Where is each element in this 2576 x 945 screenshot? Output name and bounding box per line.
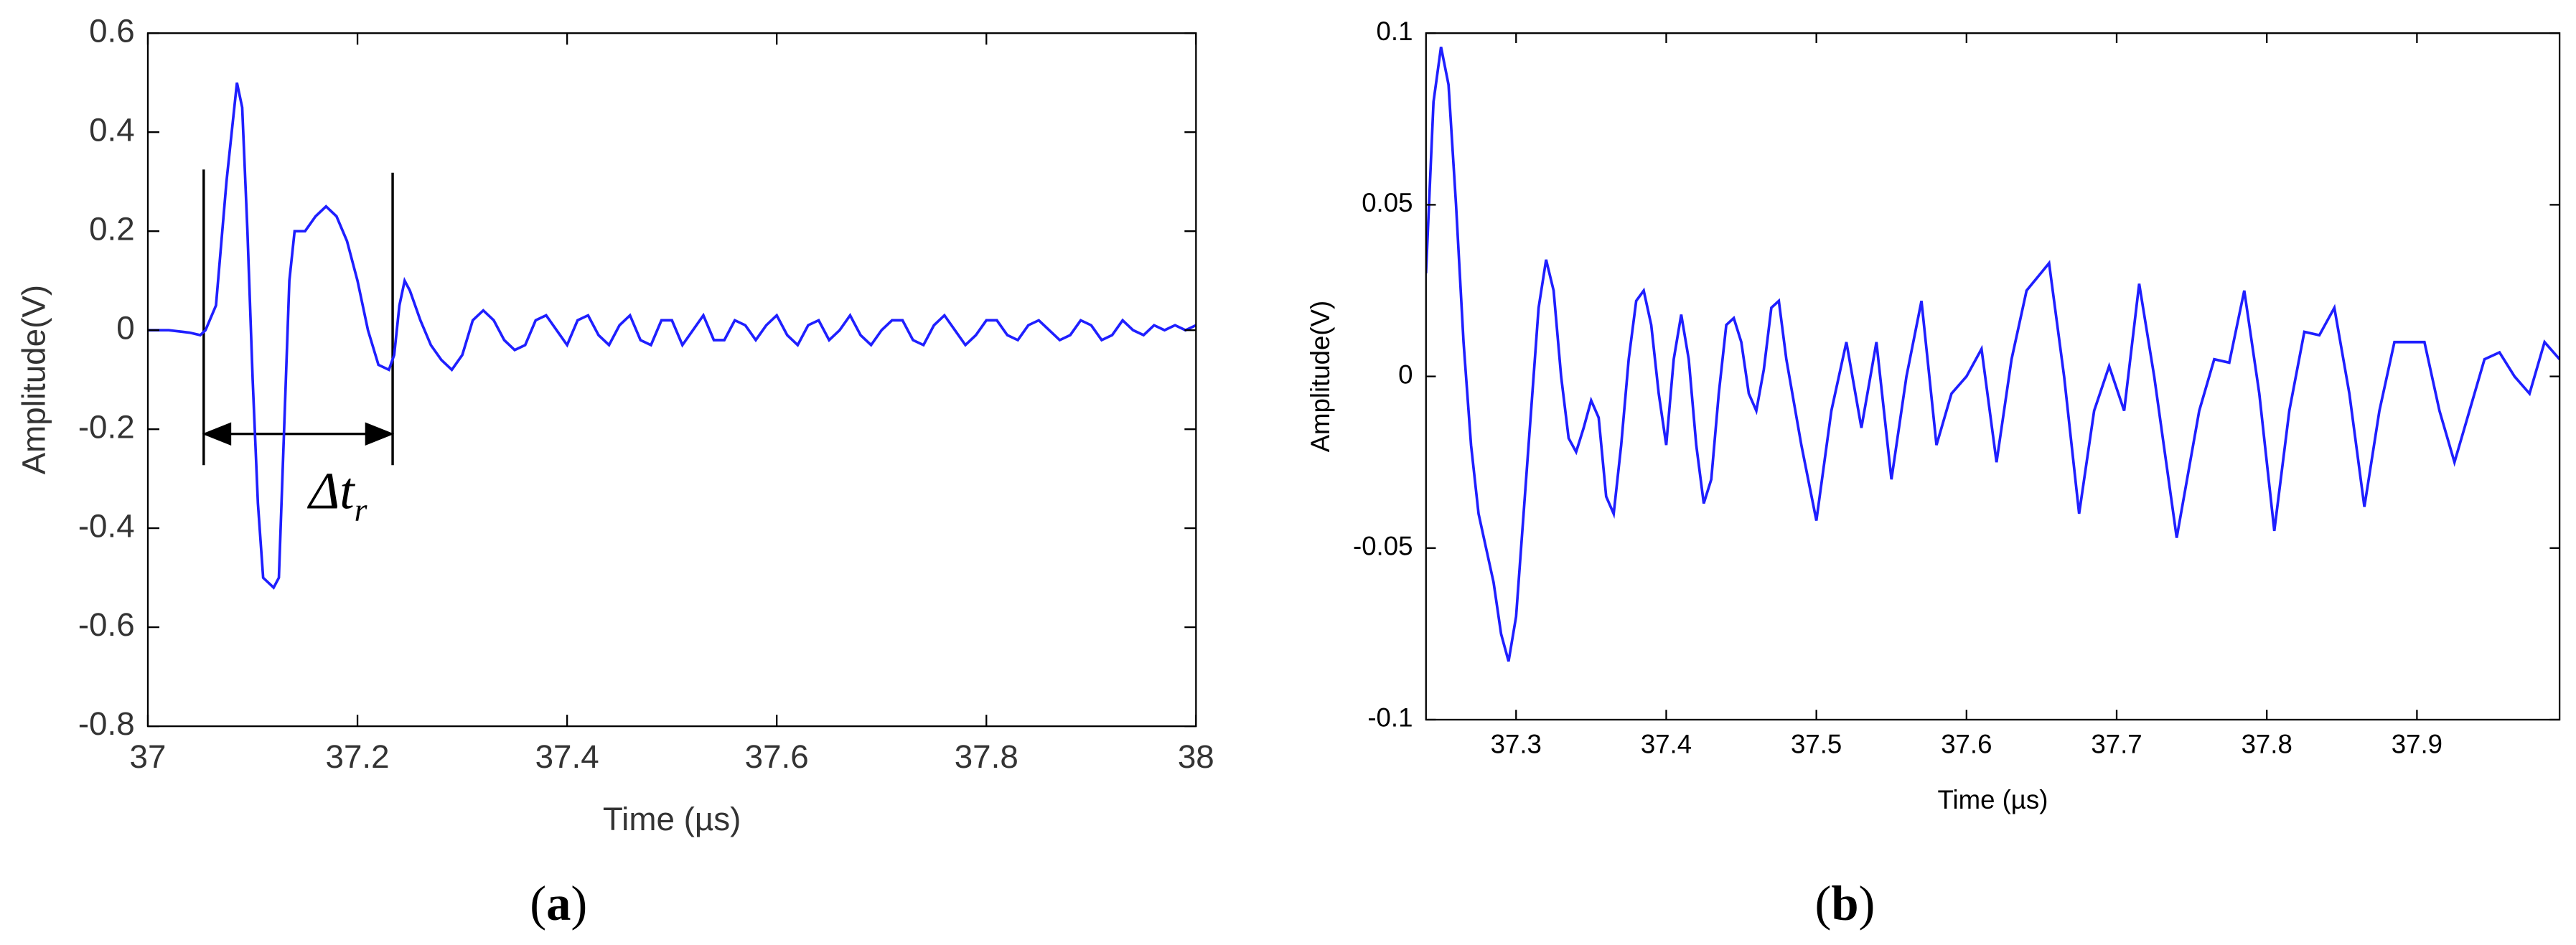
- x-tick-label: 37.3: [1491, 729, 1542, 758]
- y-tick-label: -0.2: [78, 408, 135, 445]
- data-line: [1425, 46, 2560, 662]
- plot-area: [148, 82, 1196, 590]
- y-tick-label: 0.6: [89, 12, 135, 49]
- caption-paren: (: [530, 876, 546, 931]
- y-tick-label: -0.6: [78, 606, 135, 643]
- x-tick-label: 38: [1178, 738, 1214, 775]
- y-tick-label: -0.1: [1367, 703, 1413, 733]
- caption-paren: ): [1859, 876, 1875, 931]
- y-tick-label: 0: [1398, 359, 1413, 389]
- x-axis-label: Time (µs): [603, 801, 741, 837]
- x-tick-label: 37.7: [2091, 729, 2142, 758]
- x-axis-label: Time (µs): [1937, 785, 2048, 814]
- chart: 37.3 37.4 37.5 37.6 37.7 37.8 37.9 -0.1 -0.05 0 0.…: [1306, 17, 2561, 931]
- annotation: [202, 169, 395, 466]
- x-tick-label: 37.4: [1641, 729, 1692, 758]
- annotation-text: Δt: [306, 462, 355, 520]
- caption-paren: (: [1814, 876, 1831, 931]
- caption-label: a: [546, 876, 571, 931]
- y-tick-label: 0.4: [89, 111, 135, 148]
- y-tick-label: 0.1: [1377, 17, 1413, 46]
- y-tick-label: 0.05: [1362, 188, 1413, 217]
- caption: (b): [1814, 876, 1875, 931]
- axes-box: [1425, 32, 2561, 721]
- x-tick-label: 37.8: [2242, 729, 2292, 758]
- y-axis-label: Amplitude(V): [15, 285, 52, 475]
- plot-area: [1425, 46, 2560, 662]
- x-tick-label: 37.6: [745, 738, 809, 775]
- y-tick-label: -0.8: [78, 705, 135, 742]
- y-axis-label: Amplitude(V): [1306, 301, 1335, 453]
- axes-box: [146, 32, 1197, 728]
- x-tick-label: 37.9: [2392, 729, 2442, 758]
- arrow-head: [202, 422, 232, 446]
- caption: (a): [530, 876, 587, 931]
- annotation-subscript: r: [355, 491, 367, 527]
- arrow-head: [365, 422, 395, 446]
- x-tick-label: 37.6: [1941, 729, 1992, 758]
- x-tick-label: 37.8: [955, 738, 1018, 775]
- x-tick-label: 37.4: [535, 738, 599, 775]
- caption-paren: ): [571, 876, 587, 931]
- annotation-label: Δtr: [306, 462, 367, 528]
- y-tick-label: 0.2: [89, 210, 135, 247]
- x-tick-label: 37.2: [326, 738, 390, 775]
- y-tick-label: -0.05: [1353, 531, 1413, 560]
- x-tick-label: 37.5: [1791, 729, 1842, 758]
- chart: 37 37.2 37.4 37.6 37.8 38 -0.8 -0.6 -0.4 -0.2 0 0.2…: [15, 12, 1214, 931]
- y-tick-label: -0.4: [78, 507, 135, 544]
- y-tick-label: 0: [116, 309, 134, 346]
- caption-label: b: [1831, 876, 1858, 931]
- data-line: [148, 82, 1196, 590]
- x-tick-label: 37: [130, 738, 167, 775]
